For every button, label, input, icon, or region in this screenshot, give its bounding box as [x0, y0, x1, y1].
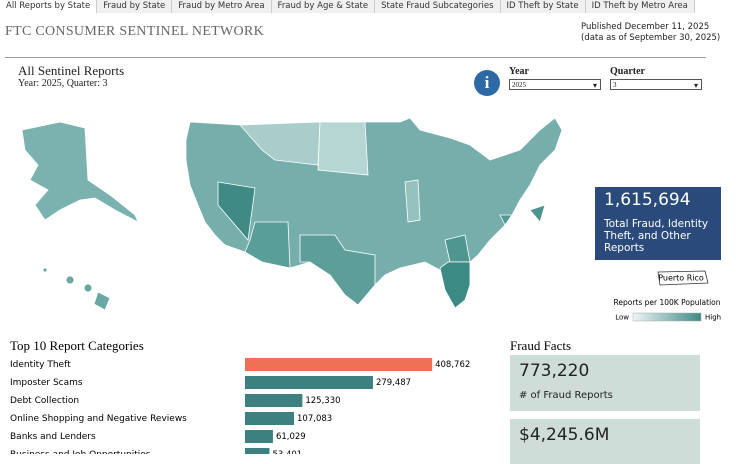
legend-high: High [705, 314, 721, 322]
bar [245, 412, 295, 425]
value-label: 125,330 [305, 396, 340, 406]
state [239, 121, 321, 166]
hawaii [93, 291, 111, 311]
us-map [21, 117, 709, 311]
state [499, 214, 513, 226]
bar [245, 430, 273, 443]
page: All Reports by State Fraud by State Frau… [0, 0, 736, 454]
category-label: Imposter Scams [10, 378, 83, 388]
chart-title: Top 10 Report Categories [10, 338, 144, 353]
territory-label: Puerto Rico [658, 274, 704, 283]
category-label: Identity Theft [10, 360, 71, 370]
year-select[interactable]: 2025 [509, 79, 601, 91]
total-label: Total Fraud, Identity Theft, and Other R… [604, 218, 709, 254]
fact-card: $4,245.6M [510, 419, 700, 464]
divider [5, 57, 706, 58]
hawaii [65, 275, 75, 285]
hawaii [42, 267, 48, 273]
legend-low: Low [615, 314, 629, 322]
value-label: 279,487 [376, 378, 411, 388]
site-title: FTC CONSUMER SENTINEL NETWORK [5, 24, 265, 39]
bar [245, 376, 373, 389]
tab[interactable]: Fraud by Age & State [271, 0, 376, 13]
total-card: 1,615,694 Total Fraud, Identity Theft, a… [595, 187, 721, 260]
state [439, 261, 471, 309]
info-glyph: i [485, 73, 490, 92]
bar [245, 394, 303, 407]
hawaii [83, 283, 93, 293]
fact-card: 773,220 # of Fraud Reports [510, 355, 700, 411]
tab[interactable]: All Reports by State [0, 0, 98, 13]
year-label: Year [509, 66, 529, 77]
tab[interactable]: ID Theft by Metro Area [585, 0, 695, 13]
fact-value: $4,245.6M [519, 425, 610, 445]
state [299, 234, 376, 306]
fact-value: 773,220 [519, 361, 590, 381]
category-label: Business and Job Opportunities [10, 450, 151, 454]
facts-title: Fraud Facts [510, 338, 571, 353]
value-label: 53,401 [272, 450, 302, 454]
tab[interactable]: ID Theft by State [500, 0, 586, 13]
value-label: 107,083 [297, 414, 332, 424]
state [317, 121, 369, 176]
legend-title: Reports per 100K Population [613, 298, 720, 307]
quarter-select[interactable]: 3 [610, 79, 702, 91]
data-as-of: (data as of September 30, 2025) [581, 33, 721, 43]
fact-label: # of Fraud Reports [519, 390, 613, 401]
category-label: Online Shopping and Negative Reviews [10, 414, 187, 424]
map-and-chart: i Puerto Rico Reports per 100K Populatio… [10, 70, 721, 454]
published: Published December 11, 2025 [581, 22, 710, 32]
state [529, 204, 546, 223]
tab[interactable]: State Fraud Subcategories [375, 0, 501, 13]
legend-gradient [632, 312, 702, 322]
bar [245, 448, 270, 454]
alaska [21, 121, 139, 223]
state [244, 221, 291, 269]
puerto-rico [657, 270, 709, 286]
quarter-label: Quarter [610, 66, 645, 77]
info-icon[interactable] [474, 70, 500, 96]
state [217, 181, 256, 241]
category-label: Banks and Lenders [10, 432, 96, 442]
panel-title: All Sentinel Reports [18, 63, 125, 78]
category-label: Debt Collection [10, 396, 79, 406]
panel-subtitle: Year: 2025, Quarter: 3 [18, 78, 108, 89]
tab-bar: All Reports by State Fraud by State Frau… [0, 0, 695, 13]
tab[interactable]: Fraud by Metro Area [172, 0, 272, 13]
total-value: 1,615,694 [604, 190, 691, 210]
tab[interactable]: Fraud by State [97, 0, 173, 13]
value-label: 61,029 [276, 432, 306, 442]
bar [245, 358, 433, 371]
state [404, 179, 421, 223]
value-label: 408,762 [435, 360, 470, 370]
